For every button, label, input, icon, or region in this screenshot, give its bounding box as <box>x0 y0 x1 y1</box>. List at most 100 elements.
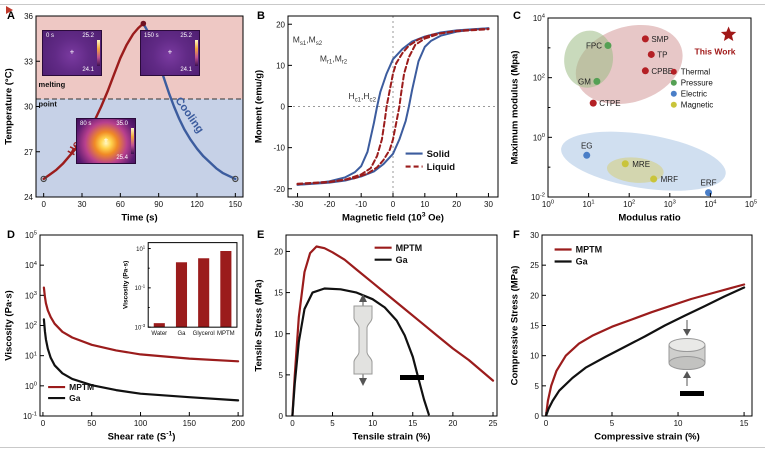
svg-text:Ga: Ga <box>69 393 81 403</box>
svg-text:102: 102 <box>25 321 37 330</box>
svg-text:Moment (emu/g): Moment (emu/g) <box>254 70 265 143</box>
svg-text:5: 5 <box>330 419 335 428</box>
thermal-inset-0s: 0 s 25.2 24.1 + <box>42 30 102 76</box>
svg-text:Tensile strain (%): Tensile strain (%) <box>353 432 431 443</box>
figure-grid: A 0 30 60 90 120 150 24 27 30 33 36 Time (s) Tempera… <box>2 8 763 446</box>
svg-text:10-3: 10-3 <box>135 323 146 332</box>
crosshair-icon: + <box>167 47 173 57</box>
svg-text:Thermal: Thermal <box>681 68 711 77</box>
svg-text:-10: -10 <box>273 144 285 153</box>
panel-letter-F: F <box>513 229 520 241</box>
svg-text:90: 90 <box>154 200 163 209</box>
svg-text:101: 101 <box>136 244 146 253</box>
arrow-down-head <box>683 329 691 336</box>
svg-text:101: 101 <box>25 351 37 360</box>
thermal-colorbar <box>131 128 134 154</box>
svg-text:0: 0 <box>391 200 396 209</box>
svg-text:150: 150 <box>229 200 243 209</box>
svg-text:60: 60 <box>116 200 125 209</box>
svg-text:Magnetic field (103 Oe): Magnetic field (103 Oe) <box>342 212 444 224</box>
svg-text:15: 15 <box>740 419 749 428</box>
compressive-stress-strain-chart: 0 5 10 15 0 5 10 15 20 25 30 Compressive strain (%)… <box>510 231 753 443</box>
modulus-comparison-scatter-chart: FPC SMP TP CPBE GM CTPE EG MRE MRF ERF 100 101 102 10… <box>510 14 758 224</box>
svg-text:10: 10 <box>368 419 377 428</box>
svg-text:15: 15 <box>408 419 417 428</box>
svg-text:5: 5 <box>610 419 615 428</box>
svg-text:EG: EG <box>581 141 593 150</box>
svg-text:Ga: Ga <box>396 255 409 265</box>
svg-text:10: 10 <box>420 200 429 209</box>
svg-text:36: 36 <box>24 12 33 21</box>
svg-text:104: 104 <box>25 261 38 270</box>
svg-text:Ga: Ga <box>576 257 589 267</box>
svg-text:Hc1,Hc2: Hc1,Hc2 <box>348 91 376 103</box>
svg-text:Water: Water <box>151 331 167 337</box>
svg-text:Compressive strain (%): Compressive strain (%) <box>594 432 700 443</box>
svg-text:-20: -20 <box>324 200 336 209</box>
svg-text:CTPE: CTPE <box>599 99 620 108</box>
panel-C: C FPC SMP TP CPBE GM CTPE EG MRE MRF ERF 100 101 102… <box>508 8 763 227</box>
svg-text:100: 100 <box>533 133 545 142</box>
red-arrow-icon <box>6 6 13 14</box>
svg-text:104: 104 <box>533 14 546 23</box>
svg-text:FPC: FPC <box>586 41 602 50</box>
svg-text:Tensile Stress (MPa): Tensile Stress (MPa) <box>254 279 265 371</box>
svg-text:Modulus ratio: Modulus ratio <box>618 213 680 224</box>
svg-text:Magnetic: Magnetic <box>681 101 713 110</box>
svg-text:30: 30 <box>484 200 493 209</box>
inset-time-label: 150 s <box>144 33 159 39</box>
viscosity-shear-rate-chart: 0 50 100 150 200 10-1 100 101 102 103 104 105 Shear … <box>4 231 246 443</box>
svg-text:10: 10 <box>674 419 683 428</box>
svg-text:melting: melting <box>39 80 66 89</box>
svg-text:101: 101 <box>583 200 595 209</box>
arrow-up-head <box>683 371 691 378</box>
tensile-stress-strain-chart: 0 5 10 15 20 25 0 5 10 15 20 Tensile strain (%) Tens… <box>254 234 498 443</box>
svg-text:Ms1,Ms2: Ms1,Ms2 <box>293 35 323 47</box>
crosshair-icon: + <box>69 47 75 57</box>
svg-text:10: 10 <box>276 61 285 70</box>
svg-text:0: 0 <box>279 412 284 421</box>
svg-text:105: 105 <box>745 200 757 209</box>
compression-specimen-image <box>668 320 706 386</box>
svg-text:ERF: ERF <box>701 179 717 188</box>
thermal-inset-150s: 150 s 25.2 24.1 + <box>140 30 200 76</box>
inset-max-temp: 25.2 <box>180 33 192 39</box>
svg-text:50: 50 <box>87 419 96 428</box>
svg-text:24: 24 <box>24 193 33 202</box>
panel-E: E 0 5 10 15 20 25 0 5 10 15 20 Tensile strain (%) Te… <box>252 227 508 446</box>
svg-text:Temperature (°C): Temperature (°C) <box>4 68 15 144</box>
scale-bar <box>680 391 704 396</box>
panel-letter-D: D <box>7 229 15 241</box>
svg-text:Solid: Solid <box>427 149 450 160</box>
svg-text:10: 10 <box>274 330 283 339</box>
svg-text:25: 25 <box>530 261 539 270</box>
panel-F: F 0 5 10 15 0 5 10 15 20 25 30 Compressive strain (… <box>508 227 763 446</box>
svg-text:Electric: Electric <box>681 90 707 99</box>
svg-text:MRE: MRE <box>632 160 650 169</box>
svg-text:10: 10 <box>530 352 539 361</box>
svg-text:0: 0 <box>544 419 549 428</box>
svg-text:0: 0 <box>41 200 46 209</box>
svg-text:Pressure: Pressure <box>681 79 714 88</box>
svg-text:105: 105 <box>25 231 37 240</box>
panel-letter-E: E <box>257 229 265 241</box>
svg-text:0: 0 <box>535 412 540 421</box>
svg-text:100: 100 <box>134 419 148 428</box>
inset-max-temp: 35.0 <box>116 121 128 127</box>
svg-text:30: 30 <box>530 231 539 240</box>
svg-text:10-2: 10-2 <box>531 193 545 202</box>
svg-text:Viscosity (Pa·s): Viscosity (Pa·s) <box>123 261 130 309</box>
thermal-inset-80s: 80 s 35.0 25.4 + <box>76 118 136 164</box>
svg-text:200: 200 <box>231 419 245 428</box>
svg-text:104: 104 <box>704 200 717 209</box>
svg-text:0: 0 <box>290 419 295 428</box>
svg-text:20: 20 <box>452 200 461 209</box>
dogbone-specimen-shape <box>353 305 373 375</box>
inset-max-temp: 25.2 <box>82 33 94 39</box>
svg-text:GM: GM <box>578 77 591 86</box>
svg-text:Liquid: Liquid <box>427 162 456 173</box>
svg-text:-10: -10 <box>355 200 367 209</box>
svg-text:150: 150 <box>183 419 197 428</box>
inset-time-label: 80 s <box>80 121 92 127</box>
panel-A: A 0 30 60 90 120 150 24 27 30 33 36 Time (s) Tempera… <box>2 8 252 227</box>
